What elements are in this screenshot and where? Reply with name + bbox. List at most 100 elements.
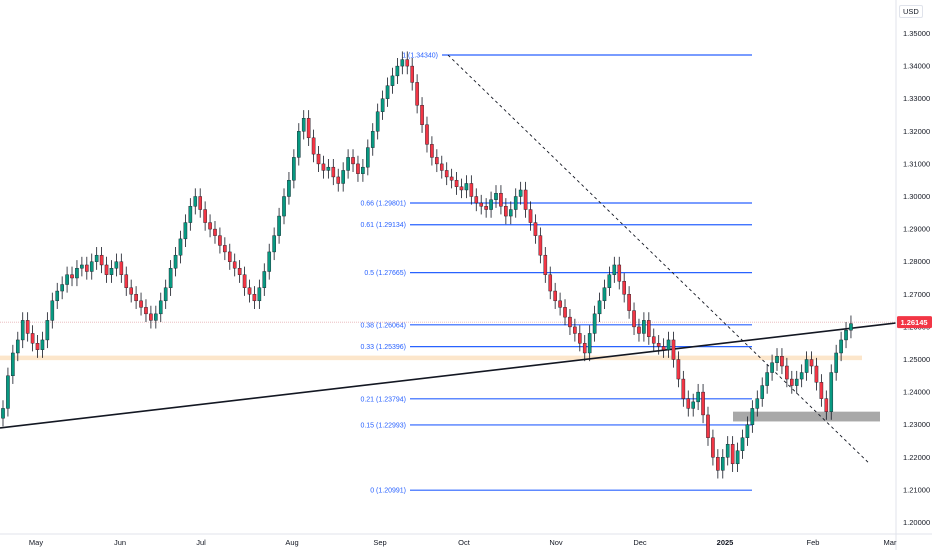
candle [370,123,375,156]
x-tick-label: Jun [114,538,126,547]
candle [60,276,64,300]
x-tick-label: Sep [373,538,386,547]
candle [35,335,40,358]
fib-level-label: 0.21 (1.23794) [360,396,406,403]
x-tick-label: May [29,538,43,547]
candle-body [809,359,814,367]
candle [745,416,750,446]
candle [518,181,523,205]
candle-body [681,378,686,399]
last-price-badge [897,316,932,329]
candle-body [213,228,217,236]
candle-body [237,268,242,275]
candle-body [351,157,355,165]
candle-body [208,222,212,230]
candle-body [297,131,301,158]
candle-body [257,287,262,302]
candle-body [508,209,513,217]
fib-level-label: 0 (1.20991) [370,488,406,495]
candle-body [523,189,528,210]
candle-body [819,382,824,399]
candle [785,357,789,388]
candle [218,227,222,254]
y-tick-label: 1.28000 [903,257,930,266]
candle-body [745,424,750,438]
candle-body [158,300,163,315]
fib-level-label: 0.5 (1.27665) [364,270,406,277]
candle [311,129,316,163]
candle-body [617,264,622,282]
candle-body [430,144,434,158]
candle [129,279,133,303]
candle-body [390,75,395,86]
candle-body [331,166,336,178]
candle [6,367,10,417]
candle-body [829,372,834,412]
candle-body [568,316,572,328]
candle [435,149,439,173]
falling-trendline [447,54,869,463]
y-tick-label: 1.31000 [903,159,930,168]
candle-body [361,166,365,174]
candle [134,286,138,309]
candle [272,227,276,261]
candle-body [775,356,779,363]
candle [449,168,454,189]
candle-body [20,320,25,341]
candle [656,335,661,355]
candle-body [499,193,503,207]
candle [553,282,557,309]
candle-body [277,215,281,236]
y-tick-label: 1.23000 [903,420,930,429]
candle [178,230,183,264]
candle [124,266,129,296]
candle-body [730,444,735,465]
candle-body [326,166,331,171]
candle [504,198,508,225]
candle-body [232,261,237,269]
candle-body [366,147,370,168]
candle [11,344,15,384]
candle [45,312,50,349]
candle [661,338,666,358]
candle [538,227,543,264]
candle-body [553,290,557,302]
candle [484,198,488,218]
candle-body [533,222,538,236]
candle [297,123,301,166]
candle [469,175,474,205]
fib-level-label: 0.66 (1.29801) [360,200,406,207]
candle [267,243,272,280]
rising-trendline [0,322,897,429]
candle [232,253,237,277]
candle-body [824,398,829,412]
candle-body [203,209,207,223]
candle [642,312,646,342]
y-tick-label: 1.24000 [903,388,930,397]
candle-body [607,274,612,288]
candle-body [444,170,449,178]
candle [331,159,336,186]
fib-level-label: 0.61 (1.29134) [360,222,406,229]
candle-body [464,183,469,191]
candle-body [597,300,602,315]
candle [716,449,720,479]
candle-body [223,245,227,253]
candle [99,247,104,274]
candle-body [849,323,853,331]
x-tick-label: Dec [633,538,647,547]
candle-body [85,264,89,272]
candle-body [400,59,405,67]
candle [686,390,691,417]
candle [558,292,562,316]
candle [119,253,124,283]
y-tick-label: 1.33000 [903,94,930,103]
candle-body [188,206,193,223]
candle-body [89,261,94,272]
candle-body [104,264,109,275]
candle-body [80,264,84,269]
candle-body [410,65,414,83]
currency-label: USD [899,5,923,18]
candle [444,162,449,186]
candle-body [114,261,119,269]
